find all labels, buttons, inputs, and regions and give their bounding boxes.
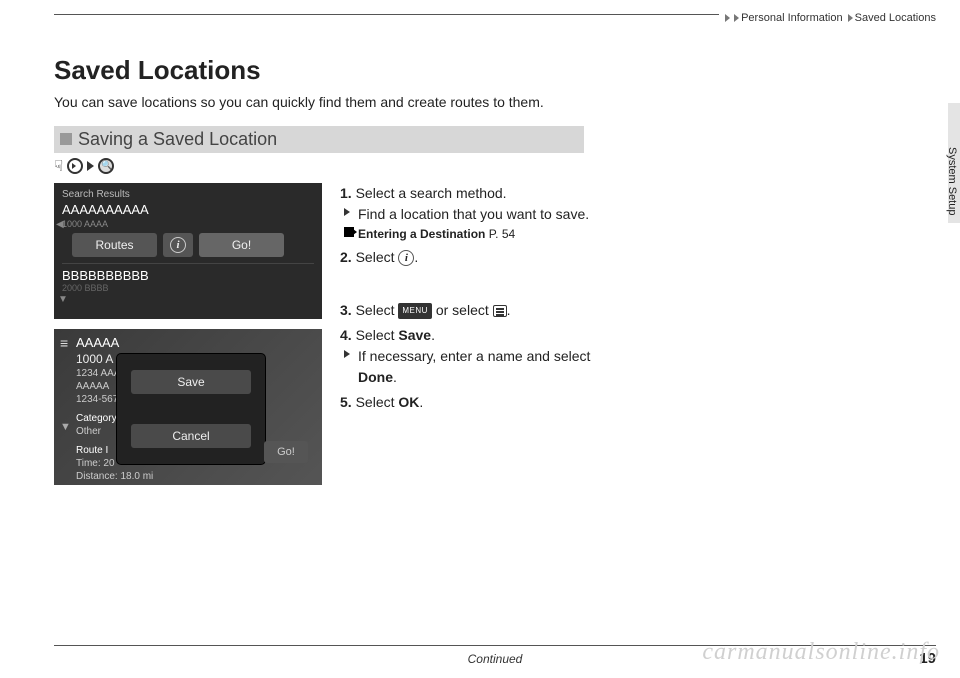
triangle-bullet-icon (344, 208, 350, 216)
nav-path-icons: ☟ (54, 157, 936, 175)
section-label: System Setup (946, 147, 958, 215)
step-1: 1. Select a search method. Find a locati… (340, 183, 614, 243)
steps-list: 1. Select a search method. Find a locati… (340, 183, 614, 268)
shot2-route-dist: Distance: 18.0 mi (76, 470, 153, 483)
watermark: carmanualsonline.info (702, 639, 940, 666)
routes-button[interactable]: Routes (72, 233, 157, 257)
reference-icon (344, 227, 354, 237)
info-icon: i (398, 250, 414, 266)
screenshot-save-dialog: ≡ AAAAA 1000 A 1234 AAA AAAAA 1234-567 C… (54, 329, 322, 485)
step-1-ref: Entering a Destination P. 54 (340, 225, 614, 243)
step-4-bold: Save (398, 327, 431, 343)
step-1-text: Select a search method. (356, 185, 507, 201)
step-5: 5. Select OK. (340, 392, 614, 413)
go-button[interactable]: Go! (199, 233, 284, 257)
step-4-sub-b: . (393, 369, 397, 385)
screenshot-column: ◀ Search Results AAAAAAAAAA 1000 AAAA Ro… (54, 183, 322, 495)
subheading-text: Saving a Saved Location (78, 129, 277, 149)
step-2: 2. Select i. (340, 247, 614, 268)
step-3: 3. Select MENU or select . (340, 300, 614, 321)
shot1-row-a: AAAAAAAAAA (62, 202, 314, 217)
chevron-right-icon (725, 14, 730, 22)
step-5-num: 5. (340, 394, 352, 410)
triangle-bullet-icon (344, 350, 350, 358)
step-1-num: 1. (340, 185, 352, 201)
step-3-b: . (507, 302, 511, 318)
menu-chip-icon: MENU (398, 303, 432, 319)
step-4-sub-a: If necessary, enter a name and select (358, 348, 590, 364)
step-3-num: 3. (340, 302, 352, 318)
content-columns: ◀ Search Results AAAAAAAAAA 1000 AAAA Ro… (54, 183, 614, 495)
step-4: 4. Select Save. If necessary, enter a na… (340, 325, 614, 388)
step-1-ref-title: Entering a Destination (358, 227, 485, 241)
step-4-sub: If necessary, enter a name and select Do… (340, 346, 614, 388)
step-4-a: Select (356, 327, 399, 343)
step-5-bold: OK (398, 394, 419, 410)
step-4-num: 4. (340, 327, 352, 343)
chevron-left-icon: ◀ (56, 219, 64, 230)
step-5-b: . (419, 394, 423, 410)
page-title: Saved Locations (54, 55, 936, 86)
chevron-down-icon: ▼ (58, 294, 68, 305)
breadcrumb: Personal Information Saved Locations (719, 12, 936, 24)
continued-label: Continued (468, 652, 523, 666)
spacer (340, 272, 614, 300)
chevron-right-icon (734, 14, 739, 22)
crumb-saved-locations: Saved Locations (855, 12, 936, 24)
chevron-down-icon: ▼ (60, 421, 71, 433)
subheading-bar: Saving a Saved Location (54, 126, 584, 153)
modal-save-button[interactable]: Save (131, 370, 251, 394)
burger-chip-icon (493, 305, 507, 317)
shot2-line1: AAAAA (76, 335, 153, 352)
step-3-mid: or select (432, 302, 493, 318)
crumb-personal-info: Personal Information (741, 12, 843, 24)
page-container: Personal Information Saved Locations Sys… (54, 14, 936, 646)
step-1-ref-page: P. 54 (489, 227, 515, 241)
step-2-a: Select (356, 249, 399, 265)
step-1-sub-text: Find a location that you want to save. (358, 206, 589, 222)
chevron-right-icon (848, 14, 853, 22)
shot1-row-b: BBBBBBBBBB (62, 263, 314, 283)
save-cancel-modal: Save Cancel (116, 353, 266, 465)
info-icon: i (170, 237, 186, 253)
home-circle-icon (67, 158, 83, 174)
step-4-b: . (431, 327, 435, 343)
info-button[interactable]: i (163, 233, 193, 257)
step-5-a: Select (356, 394, 399, 410)
screenshot-search-results: ◀ Search Results AAAAAAAAAA 1000 AAAA Ro… (54, 183, 322, 319)
step-2-b: . (414, 249, 418, 265)
menu-icon[interactable]: ≡ (60, 335, 68, 351)
shot2-go-button[interactable]: Go! (264, 441, 308, 463)
hand-icon: ☟ (54, 157, 63, 175)
intro-text: You can save locations so you can quickl… (54, 94, 936, 110)
shot1-button-row: Routes i Go! (72, 233, 314, 257)
shot1-sub-b: 2000 BBBB (62, 283, 314, 293)
shot1-sub-a: 1000 AAAA (62, 219, 314, 229)
step-1-sub: Find a location that you want to save. (340, 204, 614, 225)
modal-cancel-button[interactable]: Cancel (131, 424, 251, 448)
steps-column: 1. Select a search method. Find a locati… (340, 183, 614, 495)
step-3-a: Select (356, 302, 399, 318)
step-4-sub-bold: Done (358, 369, 393, 385)
steps-list-2: 3. Select MENU or select . 4. Select Sav… (340, 300, 614, 413)
step-2-num: 2. (340, 249, 352, 265)
chevron-right-icon (87, 161, 94, 171)
search-circle-icon (98, 158, 114, 174)
shot1-header: Search Results (62, 189, 314, 200)
square-bullet-icon (60, 133, 72, 145)
